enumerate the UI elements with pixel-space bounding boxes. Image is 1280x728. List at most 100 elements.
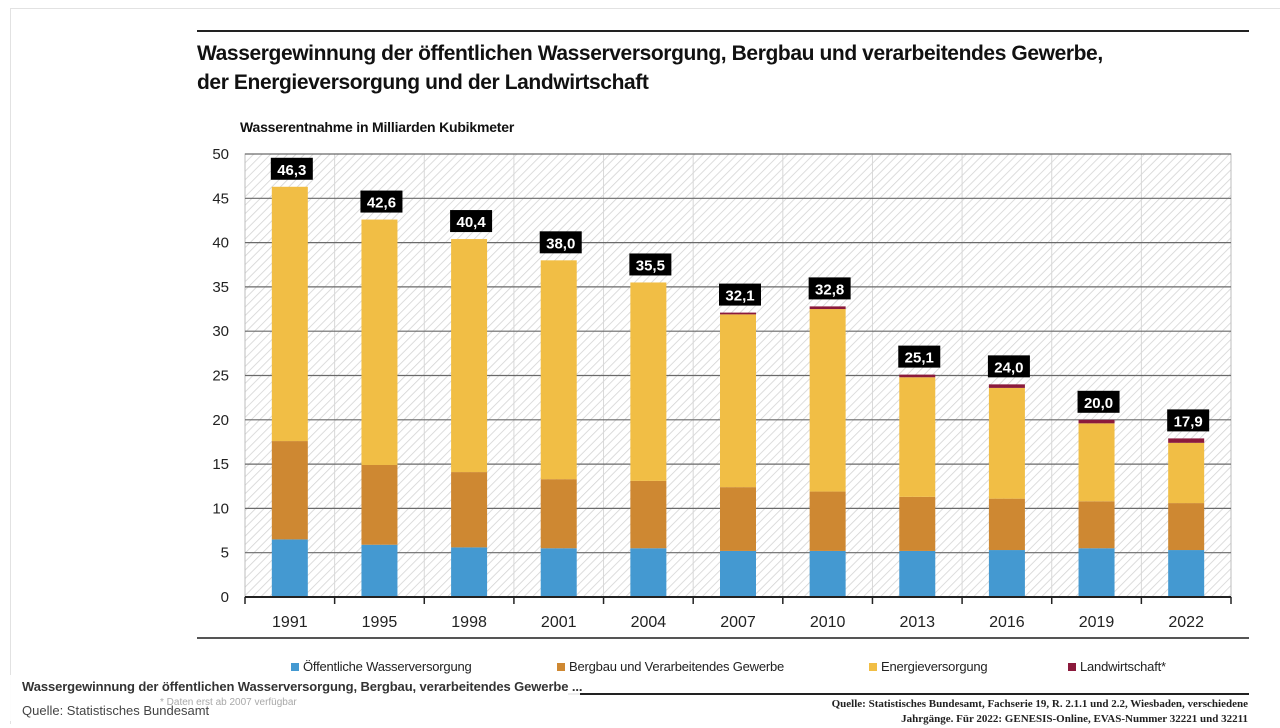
x-tick-label: 2004 <box>631 614 667 631</box>
bar-segment <box>988 387 1025 499</box>
legend-item: Landwirtschaft* <box>1068 659 1166 674</box>
top-rule <box>197 30 1249 32</box>
x-tick-label: 2022 <box>1168 614 1204 631</box>
total-data-label: 24,0 <box>994 359 1023 376</box>
total-label-box <box>719 283 761 306</box>
total-data-label: 20,0 <box>1084 395 1113 412</box>
bar-segment <box>451 472 488 548</box>
bar-segment <box>630 282 667 481</box>
legend-label: Landwirtschaft* <box>1080 659 1166 674</box>
y-tick-label: 35 <box>212 279 229 296</box>
total-label-box <box>360 190 403 213</box>
chart-title: Wassergewinnung der öffentlichen Wasserv… <box>197 39 1257 97</box>
total-data-label: 46,3 <box>277 162 306 179</box>
bar-segment <box>540 260 577 480</box>
y-tick-label: 0 <box>221 589 229 606</box>
bar-segment <box>361 219 398 465</box>
bar-segment <box>1078 548 1115 597</box>
total-label-box <box>898 345 941 368</box>
bar-segment <box>988 550 1025 597</box>
bar-segment <box>451 547 488 597</box>
x-tick-label: 2001 <box>541 614 577 631</box>
x-tick-label: 1991 <box>272 614 308 631</box>
y-tick-label: 20 <box>212 412 229 429</box>
chart-title-line-1: Wassergewinnung der öffentlichen Wasserv… <box>197 42 1103 65</box>
total-label-box <box>270 157 313 180</box>
total-label-box <box>450 210 493 233</box>
y-tick-label: 40 <box>212 235 229 252</box>
bar-segment <box>1078 423 1115 502</box>
bar-segment <box>809 306 846 310</box>
source-note: Quelle: Statistisches Bundesamt, Fachser… <box>832 697 1248 727</box>
legend-swatch <box>291 662 299 671</box>
bar-segment <box>630 480 667 549</box>
total-data-label: 25,1 <box>905 350 934 367</box>
bar-segment <box>1078 501 1115 549</box>
x-tick-label: 2013 <box>899 614 935 631</box>
total-label-box <box>629 253 672 276</box>
x-tick-label: 2016 <box>989 614 1025 631</box>
x-tick-label: 2010 <box>810 614 846 631</box>
legend-swatch <box>557 662 565 671</box>
total-label-box <box>808 277 851 300</box>
y-tick-label: 45 <box>212 190 229 207</box>
bar-segment <box>720 312 756 315</box>
x-tick-label: 1998 <box>451 614 487 631</box>
legend-item: Bergbau und Verarbeitendes Gewerbe <box>557 659 784 674</box>
x-tick-label: 2019 <box>1079 614 1115 631</box>
bar-segment <box>720 487 756 551</box>
total-label-box <box>1167 409 1210 432</box>
total-label-box <box>539 231 582 254</box>
caption-overlay <box>10 675 580 721</box>
bar-segment <box>720 314 756 488</box>
legend-label: Energieversorgung <box>881 659 988 674</box>
bar-segment <box>271 441 308 540</box>
bar-segment <box>899 550 936 597</box>
bar-segment <box>271 539 308 597</box>
bar-segment <box>899 377 936 497</box>
bar-segment <box>1168 438 1205 443</box>
total-data-label: 40,4 <box>456 214 486 231</box>
legend-item: Öffentliche Wasserversorgung <box>291 659 472 674</box>
bottom-rule <box>568 693 1249 695</box>
total-data-label: 42,6 <box>367 195 396 212</box>
x-tick-label: 2007 <box>720 614 756 631</box>
bar-segment <box>899 496 936 551</box>
bar-segment <box>1168 550 1205 597</box>
total-label-box <box>1077 390 1120 413</box>
total-data-label: 35,5 <box>636 257 665 274</box>
bar-segment <box>720 550 756 597</box>
y-tick-label: 15 <box>212 456 229 473</box>
bar-segment <box>988 384 1025 388</box>
footnote-overlay: * Daten erst ab 2007 verfügbar <box>160 697 297 708</box>
y-axis-label: Wasserentnahme in Milliarden Kubikmeter <box>240 119 515 135</box>
bar-segment <box>540 479 577 549</box>
y-tick-label: 5 <box>221 545 229 562</box>
legend-item: Energieversorgung <box>869 659 988 674</box>
bar-segment <box>1168 442 1205 504</box>
bar-segment <box>630 548 667 597</box>
y-tick-label: 25 <box>212 368 229 385</box>
bar-segment <box>451 239 488 473</box>
total-data-label: 32,1 <box>725 288 754 305</box>
bar-segment <box>899 374 936 378</box>
total-label-box <box>987 355 1030 378</box>
bar-segment <box>809 550 846 597</box>
total-data-label: 38,0 <box>546 235 575 252</box>
y-tick-label: 30 <box>212 323 229 340</box>
bar-segment <box>361 464 398 545</box>
caption-title[interactable]: Wassergewinnung der öffentlichen Wasserv… <box>22 679 583 694</box>
total-data-label: 17,9 <box>1174 413 1203 430</box>
bar-segment <box>809 491 846 551</box>
legend-label: Bergbau und Verarbeitendes Gewerbe <box>569 659 785 674</box>
legend-swatch <box>1068 662 1076 671</box>
chart-title-line-2: der Energieversorgung und der Landwirtsc… <box>197 71 649 94</box>
legend-label: Öffentliche Wasserversorgung <box>303 659 472 674</box>
source-line-1: Quelle: Statistisches Bundesamt, Fachser… <box>831 698 1248 710</box>
bar-segment <box>988 498 1025 551</box>
bar-segment <box>1168 503 1205 551</box>
legend-swatch <box>869 662 877 671</box>
bar-segment <box>361 544 398 597</box>
y-tick-label: 10 <box>212 500 229 517</box>
